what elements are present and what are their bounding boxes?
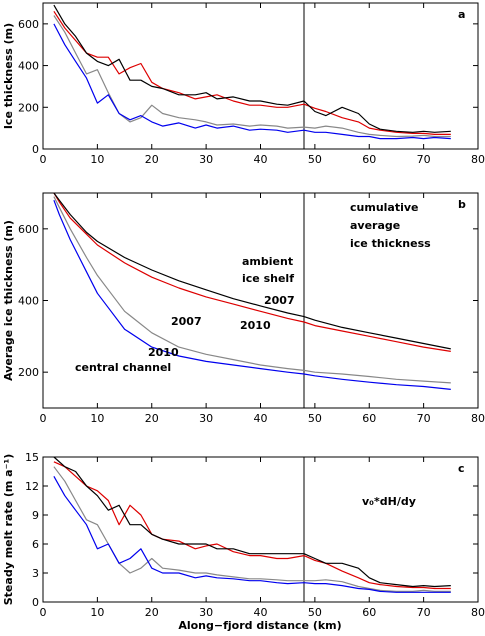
y-tick-label: 12 (25, 480, 39, 493)
y-tick-label: 0 (32, 143, 39, 156)
panel-b-frame (42, 192, 479, 409)
y-tick-label: 200 (18, 366, 39, 379)
annotation: ambient (242, 255, 293, 268)
series-line-1 (53, 10, 451, 135)
x-tick-label: 0 (40, 412, 47, 425)
y-axis-label: Ice thickness (m) (2, 23, 15, 129)
y-tick-label: 600 (18, 223, 39, 236)
panel-label-b: b (458, 198, 466, 211)
x-tick-label: 70 (417, 606, 431, 619)
x-tick-label: 60 (362, 412, 376, 425)
x-tick-label: 20 (145, 606, 159, 619)
x-tick-label: 80 (471, 606, 485, 619)
series-line-2 (53, 15, 451, 138)
y-axis-label: Average ice thickness (m) (2, 220, 15, 381)
x-tick-label: 0 (40, 153, 47, 166)
x-tick-label: 30 (199, 412, 213, 425)
x-tick-label: 70 (417, 153, 431, 166)
x-tick-label: 80 (471, 153, 485, 166)
series-line-0 (53, 456, 451, 588)
x-axis-label: Along−fjord distance (km) (178, 619, 341, 632)
x-tick-label: 0 (40, 606, 47, 619)
x-tick-label: 10 (90, 412, 104, 425)
x-tick-label: 20 (145, 412, 159, 425)
panel-a-frame (42, 2, 479, 150)
y-tick-label: 400 (18, 60, 39, 73)
panel-label-a: a (458, 8, 465, 21)
series-line-1 (53, 192, 451, 352)
y-tick-label: 200 (18, 101, 39, 114)
series-line-0 (53, 192, 451, 350)
series-line-2 (53, 196, 451, 384)
x-tick-label: 30 (199, 606, 213, 619)
annotation: v₀*dH/dy (362, 495, 416, 508)
series-line-0 (53, 4, 451, 133)
series-line-1 (53, 461, 451, 590)
series-line-2 (53, 466, 451, 592)
annotation: 2007 (264, 294, 295, 307)
annotation: ice shelf (242, 272, 294, 285)
x-tick-label: 50 (308, 153, 322, 166)
x-tick-label: 50 (308, 606, 322, 619)
y-tick-label: 15 (25, 451, 39, 464)
x-tick-label: 80 (471, 412, 485, 425)
y-tick-label: 9 (32, 509, 39, 522)
annotation: 2010 (240, 319, 271, 332)
series-line-3 (53, 23, 451, 140)
y-tick-label: 3 (32, 567, 39, 580)
x-tick-label: 40 (254, 412, 268, 425)
x-tick-label: 10 (90, 153, 104, 166)
y-tick-label: 400 (18, 295, 39, 308)
annotation: ice thickness (350, 237, 431, 250)
x-tick-label: 40 (254, 606, 268, 619)
series-line-3 (53, 476, 451, 593)
annotation: average (350, 219, 400, 232)
y-axis-label: Steady melt rate (m a⁻¹) (2, 454, 15, 606)
series-line-3 (53, 199, 451, 390)
annotation: central channel (75, 361, 171, 374)
panel-label-c: c (458, 462, 465, 475)
y-tick-label: 600 (18, 18, 39, 31)
y-tick-label: 6 (32, 538, 39, 551)
x-tick-label: 60 (362, 153, 376, 166)
x-tick-label: 40 (254, 153, 268, 166)
y-tick-label: 0 (32, 596, 39, 609)
x-tick-label: 10 (90, 606, 104, 619)
x-tick-label: 50 (308, 412, 322, 425)
annotation: cumulative (350, 201, 419, 214)
x-tick-label: 70 (417, 412, 431, 425)
x-tick-label: 60 (362, 606, 376, 619)
annotation: 2010 (148, 346, 179, 359)
x-tick-label: 20 (145, 153, 159, 166)
annotation: 2007 (171, 315, 202, 328)
x-tick-label: 30 (199, 153, 213, 166)
